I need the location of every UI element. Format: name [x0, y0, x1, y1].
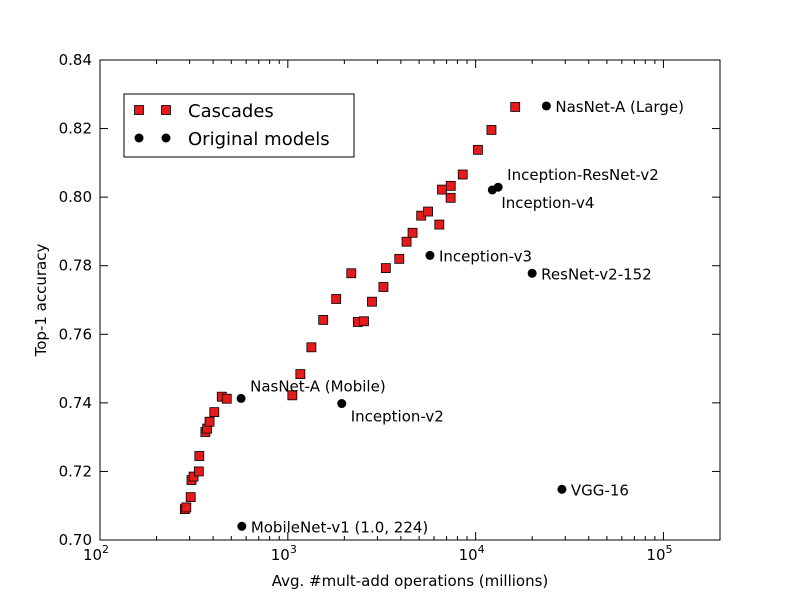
point-label: Inception-v2 — [351, 408, 444, 426]
cascade-point — [306, 342, 317, 353]
x-tick-label-base: 10 — [83, 546, 102, 564]
cascade-point — [367, 296, 377, 307]
y-tick-label: 0.78 — [59, 257, 92, 275]
x-tick-label: 104 — [459, 543, 485, 564]
cascade-point — [204, 416, 215, 427]
cascade-point — [473, 144, 483, 155]
original-model-point — [527, 268, 537, 278]
point-label: Inception-ResNet-v2 — [507, 166, 659, 184]
cascade-point — [407, 227, 418, 238]
y-tick-label: 0.74 — [59, 394, 92, 412]
point-label: NasNet-A (Large) — [555, 98, 684, 116]
cascade-point — [445, 180, 456, 191]
legend-marker-circle — [134, 133, 144, 143]
x-tick-label-exponent: 2 — [102, 543, 109, 556]
x-tick-label-base: 10 — [646, 546, 665, 564]
original-model-point — [425, 250, 435, 260]
legend-entry-cascades: Cascades — [134, 101, 274, 122]
point-label: NasNet-A (Mobile) — [250, 377, 386, 395]
data-marks — [179, 101, 567, 531]
cascade-point — [445, 192, 456, 203]
x-tick-label-exponent: 3 — [290, 543, 297, 556]
original-model-point — [237, 521, 247, 531]
cascade-point — [423, 206, 433, 217]
cascade-point — [359, 316, 369, 327]
cascade-point — [194, 451, 205, 461]
x-tick-label-base: 10 — [271, 546, 290, 564]
cascade-point — [457, 169, 468, 180]
y-axis-ticks: 0.70 0.72 0.74 0.76 0.78 0.80 0.82 0.84 — [59, 51, 720, 549]
cascade-point — [437, 184, 447, 195]
y-tick-label: 0.80 — [59, 188, 92, 206]
cascade-point — [378, 282, 389, 292]
original-model-point — [541, 101, 551, 111]
x-tick-label: 103 — [271, 543, 297, 564]
cascade-point — [380, 263, 391, 274]
y-tick-label: 0.70 — [59, 531, 92, 549]
point-label: MobileNet-v1 (1.0, 224) — [251, 518, 428, 536]
original-model-point — [236, 393, 246, 403]
x-axis-ticks: 102 103 104 105 — [83, 60, 721, 564]
cascade-point — [209, 407, 220, 418]
x-tick-label: 102 — [83, 543, 109, 564]
point-label: Inception-v4 — [501, 194, 594, 212]
point-label: Inception-v3 — [439, 247, 532, 265]
cascade-point — [188, 471, 199, 482]
cascade-point — [295, 369, 306, 379]
cascade-point — [510, 102, 521, 112]
cascade-point — [434, 219, 445, 230]
x-tick-label-base: 10 — [459, 546, 478, 564]
x-tick-label-exponent: 4 — [478, 543, 485, 556]
cascade-point — [401, 236, 412, 247]
legend: Cascades Original models — [123, 93, 355, 158]
x-tick-label: 105 — [646, 543, 672, 564]
original-model-point — [493, 182, 503, 192]
cascade-point — [181, 502, 192, 513]
legend-marker-square — [134, 105, 144, 115]
cascade-point — [185, 492, 196, 503]
y-axis-label: Top-1 accuracy — [32, 244, 50, 358]
cascade-point — [331, 294, 342, 304]
cascade-point — [221, 393, 232, 404]
cascade-point — [193, 466, 204, 477]
legend-frame — [123, 93, 355, 158]
cascade-point — [486, 125, 497, 135]
original-model-point — [337, 399, 347, 409]
cascade-point — [394, 253, 405, 264]
y-tick-label: 0.82 — [59, 120, 92, 138]
original-model-point — [557, 484, 567, 494]
legend-label-cascades: Cascades — [188, 101, 274, 122]
legend-label-original-models: Original models — [188, 129, 330, 150]
x-axis-label: Avg. #mult-add operations (millions) — [272, 572, 549, 590]
cascade-point — [287, 390, 298, 401]
y-tick-label: 0.84 — [59, 51, 92, 69]
point-label: VGG-16 — [571, 481, 629, 499]
y-tick-label: 0.76 — [59, 325, 92, 343]
cascade-point — [346, 268, 357, 279]
legend-marker-square — [161, 105, 171, 115]
legend-entry-original-models: Original models — [134, 129, 330, 150]
legend-marker-circle — [161, 133, 171, 143]
point-annotations: MobileNet-v1 (1.0, 224) NasNet-A (Mobile)… — [250, 98, 684, 536]
cascade-point — [318, 314, 329, 325]
x-tick-label-exponent: 5 — [666, 543, 673, 556]
y-tick-label: 0.72 — [59, 462, 92, 480]
point-label: ResNet-v2-152 — [541, 265, 652, 283]
